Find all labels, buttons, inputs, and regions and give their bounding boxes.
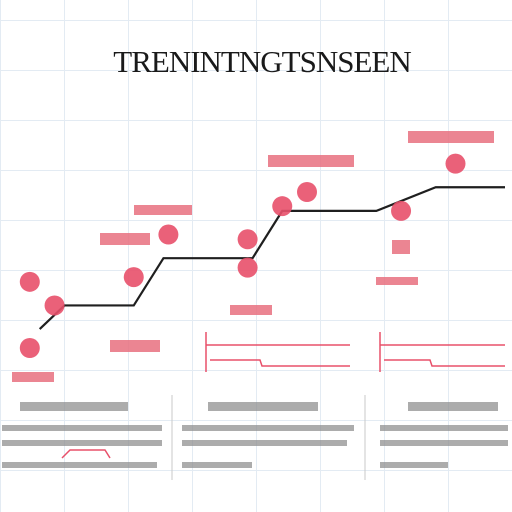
decorative-panels [61, 332, 505, 459]
marker [391, 200, 412, 221]
marker [445, 153, 466, 174]
marker [237, 257, 258, 278]
marker [123, 267, 144, 288]
marker [19, 338, 40, 358]
marker [158, 224, 179, 245]
marker [19, 271, 40, 292]
marker [272, 196, 293, 217]
marker [237, 229, 258, 250]
illegible-text [2, 402, 508, 468]
step-line [38, 186, 505, 330]
illegible-labels [12, 131, 494, 382]
marker [44, 295, 65, 316]
marker [297, 182, 317, 202]
dividers [171, 395, 366, 480]
chart-title: TRENINTNGTSNSEEN [113, 44, 411, 79]
